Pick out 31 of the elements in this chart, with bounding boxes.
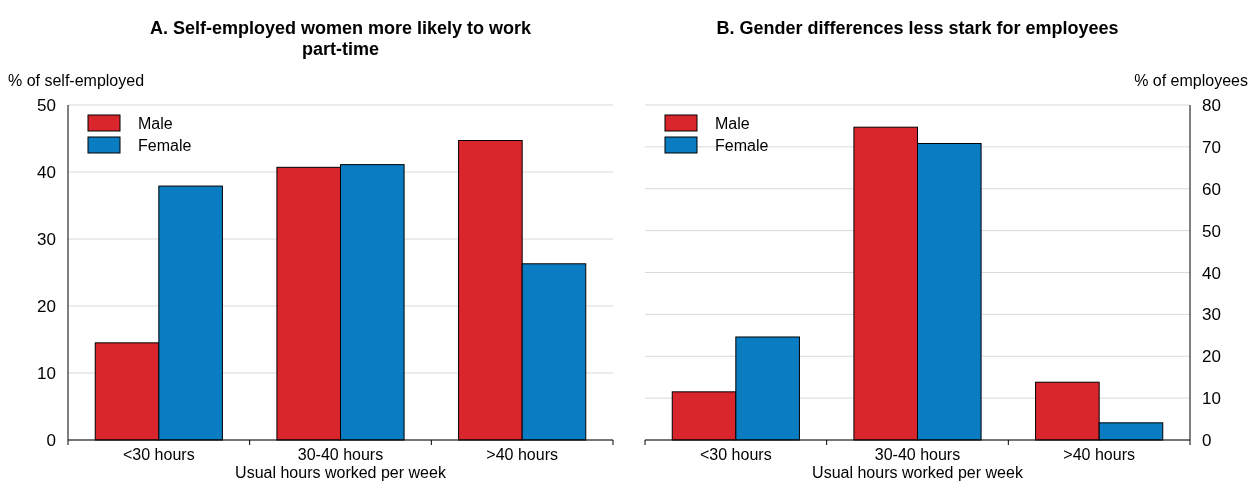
x-axis-title: Usual hours worked per week: [235, 464, 447, 481]
x-tick-label: >40 hours: [486, 446, 558, 463]
x-axis-title: Usual hours worked per week: [812, 464, 1024, 481]
legend-label: Female: [715, 137, 769, 154]
chart-title: B. Gender differences less stark for employees: [716, 18, 1119, 38]
legend-label: Female: [138, 137, 192, 154]
y-tick-label: 0: [1202, 431, 1212, 450]
y-axis-title: % of self-employed: [8, 72, 145, 89]
y-tick-label: 30: [37, 230, 56, 249]
y-tick-label: 40: [37, 163, 56, 182]
y-tick-label: 70: [1202, 137, 1221, 157]
y-tick-label: 40: [1202, 263, 1221, 283]
x-tick-label: <30 hours: [123, 446, 195, 463]
y-tick-label: 50: [1202, 221, 1221, 241]
x-tick-label: 30-40 hours: [874, 446, 961, 463]
y-tick-label: 80: [1202, 96, 1221, 115]
x-tick-label: <30 hours: [700, 446, 772, 463]
y-tick-label: 10: [37, 364, 56, 383]
y-tick-label: 30: [1202, 305, 1221, 325]
x-tick-label: 30-40 hours: [297, 446, 384, 463]
y-tick-label: 50: [37, 96, 56, 115]
y-tick-label: 60: [1202, 179, 1221, 199]
chart-title: A. Self-employed women more likely to work part-time: [149, 18, 533, 59]
legend-label: Male: [715, 115, 750, 132]
legend-label: Male: [138, 115, 173, 132]
y-axis-title: % of employees: [1134, 72, 1248, 89]
y-tick-label: 20: [37, 297, 56, 316]
y-tick-label: 20: [1202, 347, 1221, 367]
y-tick-label: 10: [1202, 389, 1221, 409]
x-tick-label: >40 hours: [1063, 446, 1135, 463]
y-tick-label: 0: [46, 431, 56, 450]
